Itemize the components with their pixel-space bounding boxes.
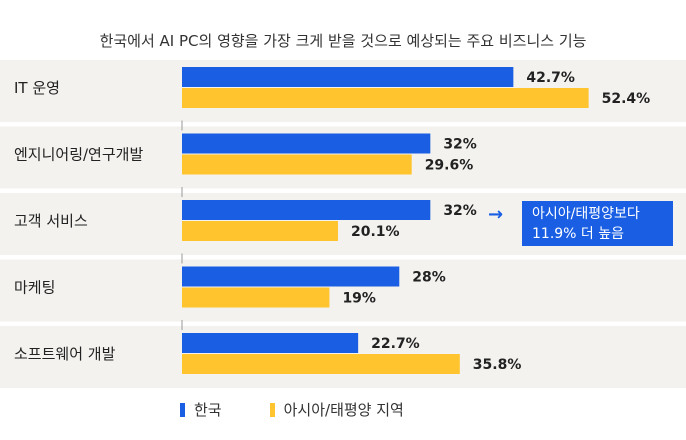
- legend-label-apac: 아시아/태평양 지역: [283, 401, 404, 419]
- data-label: 52.4%: [602, 91, 651, 107]
- chart-title: 한국에서 AI PC의 영향을 가장 크게 받을 것으로 예상되는 주요 비즈니…: [99, 32, 587, 50]
- data-label: 28%: [412, 270, 446, 286]
- category-label: 고객 서비스: [14, 212, 88, 230]
- legend-label-korea: 한국: [194, 401, 222, 419]
- category-label: 엔지니어링/연구개발: [14, 146, 143, 164]
- legend-item-korea: 한국: [180, 399, 222, 420]
- bar-korea: [182, 133, 431, 154]
- data-label: 29.6%: [425, 158, 474, 174]
- category-label: 마케팅: [14, 279, 55, 297]
- callout-arrow-icon: →: [488, 204, 504, 225]
- category-label: 소프트웨어 개발: [14, 345, 116, 363]
- data-label: 35.8%: [473, 357, 522, 373]
- bar-apac: [182, 221, 338, 241]
- bar-korea: [182, 67, 514, 87]
- callout-box: 아시아/태평양보다 11.9% 더 높음: [522, 201, 673, 246]
- bar-korea: [182, 333, 359, 353]
- data-label: 42.7%: [526, 70, 575, 86]
- bar-apac: [182, 154, 412, 175]
- legend-item-apac: 아시아/태평양 지역: [269, 399, 404, 420]
- callout-line-1: 아시아/태평양보다: [532, 206, 640, 222]
- legend-swatch-apac: [269, 402, 275, 417]
- bar-korea: [182, 200, 431, 220]
- data-label: 32%: [443, 137, 477, 153]
- legend-swatch-korea: [180, 402, 185, 417]
- data-label: 22.7%: [371, 336, 420, 352]
- data-label: 19%: [342, 291, 376, 307]
- bar-korea: [182, 266, 400, 287]
- data-label: 32%: [443, 203, 477, 219]
- data-label: 20.1%: [351, 224, 400, 240]
- legend: 한국 아시아/태평양 지역: [180, 399, 452, 420]
- callout-line-2: 11.9% 더 높음: [532, 226, 625, 242]
- category-label: IT 운영: [14, 79, 60, 97]
- bar-apac: [182, 354, 460, 374]
- bar-apac: [182, 88, 589, 108]
- bar-apac: [182, 287, 330, 308]
